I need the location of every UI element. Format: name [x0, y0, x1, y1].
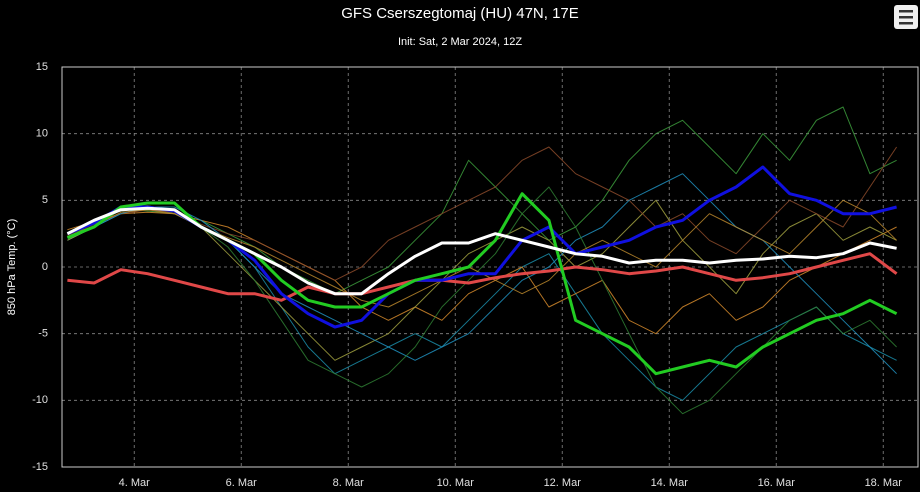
- y-tick-label: -15: [32, 461, 48, 473]
- plot-area: -15 -10 -5 0 5 10 15 4. Mar 6. Mar 8. Mar 10. Mar 1…: [32, 61, 919, 489]
- chart-title: GFS Cserszegtomaj (HU) 47N, 17E: [341, 5, 579, 22]
- x-tick-label: 12. Mar: [544, 477, 582, 489]
- plot-border: [61, 66, 919, 468]
- x-tick-label: 18. Mar: [865, 477, 903, 489]
- chart-subtitle: Init: Sat, 2 Mar 2024, 12Z: [398, 36, 522, 48]
- y-tick-label: 10: [36, 128, 48, 140]
- series-line: [67, 211, 897, 335]
- series-group: [66, 106, 898, 415]
- series-line: [67, 252, 898, 302]
- menu-icon-bar: [899, 10, 913, 13]
- y-tick-label: -10: [32, 394, 48, 406]
- menu-icon-bar: [899, 16, 913, 19]
- series-line: [67, 206, 897, 401]
- y-axis-label: 850 hPa Temp. (°C): [6, 219, 18, 316]
- x-tick-label: 16. Mar: [758, 477, 796, 489]
- x-tick-label: 14. Mar: [651, 477, 689, 489]
- menu-button[interactable]: [894, 5, 918, 29]
- series-line: [66, 206, 897, 296]
- x-tick-label: 8. Mar: [333, 477, 365, 489]
- y-tick-label: -5: [38, 328, 48, 340]
- y-tick-label: 0: [42, 261, 48, 273]
- x-tick-label: 10. Mar: [437, 477, 475, 489]
- menu-icon-bar: [899, 22, 913, 25]
- x-tick-label: 4. Mar: [119, 477, 151, 489]
- y-tick-label: 15: [36, 61, 48, 73]
- series-line: [67, 106, 897, 295]
- series-line: [67, 146, 898, 281]
- y-tick-label: 5: [42, 194, 48, 206]
- x-tick-label: 6. Mar: [226, 477, 258, 489]
